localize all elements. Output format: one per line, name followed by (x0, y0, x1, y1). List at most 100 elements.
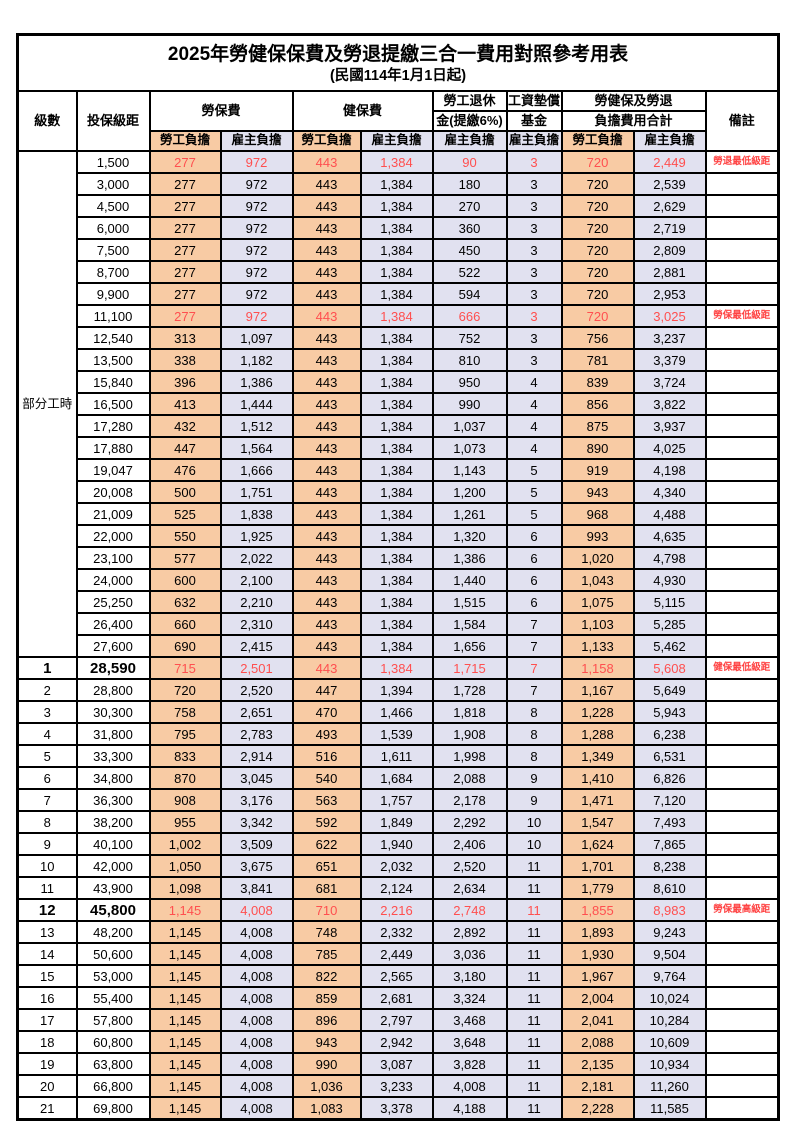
cell-labor-employee: 908 (148, 788, 222, 812)
cell-wage-fund-employer: 4 (505, 392, 563, 416)
cell-bracket: 20,008 (75, 480, 151, 504)
cell-health-employer: 1,384 (359, 216, 434, 240)
page-subtitle: (民國114年1月1日起) (329, 68, 467, 85)
cell-health-employee: 1,083 (291, 1096, 362, 1121)
cell-note (704, 1074, 780, 1098)
cell-labor-employer: 972 (219, 282, 294, 306)
cell-total-employee: 1,103 (560, 612, 635, 636)
cell-pension-employer: 3,828 (431, 1052, 508, 1076)
table-row: 16 55,400 1,145 4,008 859 2,681 3,324 11 2,004 10… (16, 986, 780, 1010)
cell-health-employer: 1,384 (359, 634, 434, 658)
cell-note (704, 1030, 780, 1054)
cell-labor-employer: 4,008 (219, 1052, 294, 1076)
table-row: 4,500 277 972 443 1,384 270 3 720 2,629 (18, 194, 780, 218)
cell-bracket: 30,300 (75, 700, 151, 724)
cell-pension-employer: 1,386 (431, 546, 508, 570)
cell-labor-employer: 972 (219, 150, 294, 174)
cell-pension-employer: 360 (431, 216, 508, 240)
col-header-level: 級數 (16, 90, 78, 152)
cell-bracket: 43,900 (75, 876, 151, 900)
table-row: 17,880 447 1,564 443 1,384 1,073 4 890 4,025 (18, 436, 780, 460)
cell-level: 20 (16, 1074, 78, 1098)
cell-health-employer: 1,384 (359, 524, 434, 548)
table-row: 19,047 476 1,666 443 1,384 1,143 5 919 4,198 (18, 458, 780, 482)
cell-bracket: 28,590 (75, 656, 151, 680)
cell-wage-fund-employer: 11 (505, 898, 563, 922)
cell-labor-employee: 1,145 (148, 964, 222, 988)
cell-wage-fund-employer: 11 (505, 1096, 563, 1121)
cell-bracket: 1,500 (75, 150, 151, 174)
cell-total-employer: 9,504 (632, 942, 707, 966)
cell-total-employee: 1,020 (560, 546, 635, 570)
cell-labor-employee: 277 (148, 216, 222, 240)
cell-health-employer: 2,797 (359, 1008, 434, 1032)
cell-labor-employer: 1,564 (219, 436, 294, 460)
cell-note (704, 172, 780, 196)
cell-wage-fund-employer: 6 (505, 524, 563, 548)
cell-total-employee: 1,349 (560, 744, 635, 768)
cell-labor-employee: 577 (148, 546, 222, 570)
cell-pension-employer: 2,634 (431, 876, 508, 900)
cell-health-employee: 710 (291, 898, 362, 922)
cell-labor-employee: 720 (148, 678, 222, 702)
cell-note (704, 744, 780, 768)
cell-total-employer: 2,719 (632, 216, 707, 240)
cell-bracket: 16,500 (75, 392, 151, 416)
cell-note (704, 458, 780, 482)
cell-labor-employer: 3,342 (219, 810, 294, 834)
cell-labor-employee: 1,050 (148, 854, 222, 878)
cell-labor-employer: 3,841 (219, 876, 294, 900)
cell-pension-employer: 2,088 (431, 766, 508, 790)
cell-pension-employer: 1,584 (431, 612, 508, 636)
cell-total-employer: 3,237 (632, 326, 707, 350)
cell-health-employer: 1,384 (359, 326, 434, 350)
col-header-wage-fund-line2: 基金 (505, 110, 563, 132)
cell-level: 3 (16, 700, 78, 724)
cell-bracket: 34,800 (75, 766, 151, 790)
page-title: 2025年勞健保保費及勞退提繳三合一費用對照參考用表 (167, 43, 629, 65)
cell-health-employer: 1,394 (359, 678, 434, 702)
cell-labor-employer: 2,914 (219, 744, 294, 768)
cell-wage-fund-employer: 11 (505, 942, 563, 966)
cell-labor-employee: 338 (148, 348, 222, 372)
cell-note (704, 722, 780, 746)
cell-note (704, 260, 780, 284)
cell-total-employer: 4,488 (632, 502, 707, 526)
cell-total-employer: 7,865 (632, 832, 707, 856)
cell-pension-employer: 1,715 (431, 656, 508, 680)
cell-total-employee: 1,410 (560, 766, 635, 790)
cell-health-employer: 1,384 (359, 414, 434, 438)
cell-health-employee: 443 (291, 260, 362, 284)
cell-note (704, 436, 780, 460)
cell-total-employee: 943 (560, 480, 635, 504)
table-row: 1 28,590 715 2,501 443 1,384 1,715 7 1,158 5,608 健… (16, 656, 780, 680)
col-header-bracket: 投保級距 (75, 90, 151, 152)
cell-wage-fund-employer: 4 (505, 436, 563, 460)
cell-labor-employer: 4,008 (219, 920, 294, 944)
cell-note (704, 502, 780, 526)
cell-level: 7 (16, 788, 78, 812)
cell-health-employee: 443 (291, 216, 362, 240)
table-row: 8,700 277 972 443 1,384 522 3 720 2,881 (18, 260, 780, 284)
cell-health-employer: 1,384 (359, 612, 434, 636)
table-row: 26,400 660 2,310 443 1,384 1,584 7 1,103 5,285 (18, 612, 780, 636)
cell-bracket: 60,800 (75, 1030, 151, 1054)
cell-health-employer: 3,087 (359, 1052, 434, 1076)
cell-total-employer: 2,539 (632, 172, 707, 196)
cell-health-employer: 1,384 (359, 260, 434, 284)
cell-note (704, 370, 780, 394)
cell-labor-employee: 870 (148, 766, 222, 790)
cell-note (704, 480, 780, 504)
cell-labor-employee: 413 (148, 392, 222, 416)
subheader-pension-employer: 雇主負擔 (431, 130, 508, 152)
table-row: 7 36,300 908 3,176 563 1,757 2,178 9 1,471 7,120 (16, 788, 780, 812)
cell-health-employer: 1,384 (359, 656, 434, 680)
subheader-wage-fund-employer: 雇主負擔 (505, 130, 563, 152)
cell-labor-employee: 313 (148, 326, 222, 350)
cell-note (704, 700, 780, 724)
cell-wage-fund-employer: 11 (505, 1074, 563, 1098)
cell-pension-employer: 950 (431, 370, 508, 394)
cell-note (704, 854, 780, 878)
table-row: 11,100 277 972 443 1,384 666 3 720 3,025 勞保最低級距 (18, 304, 780, 328)
